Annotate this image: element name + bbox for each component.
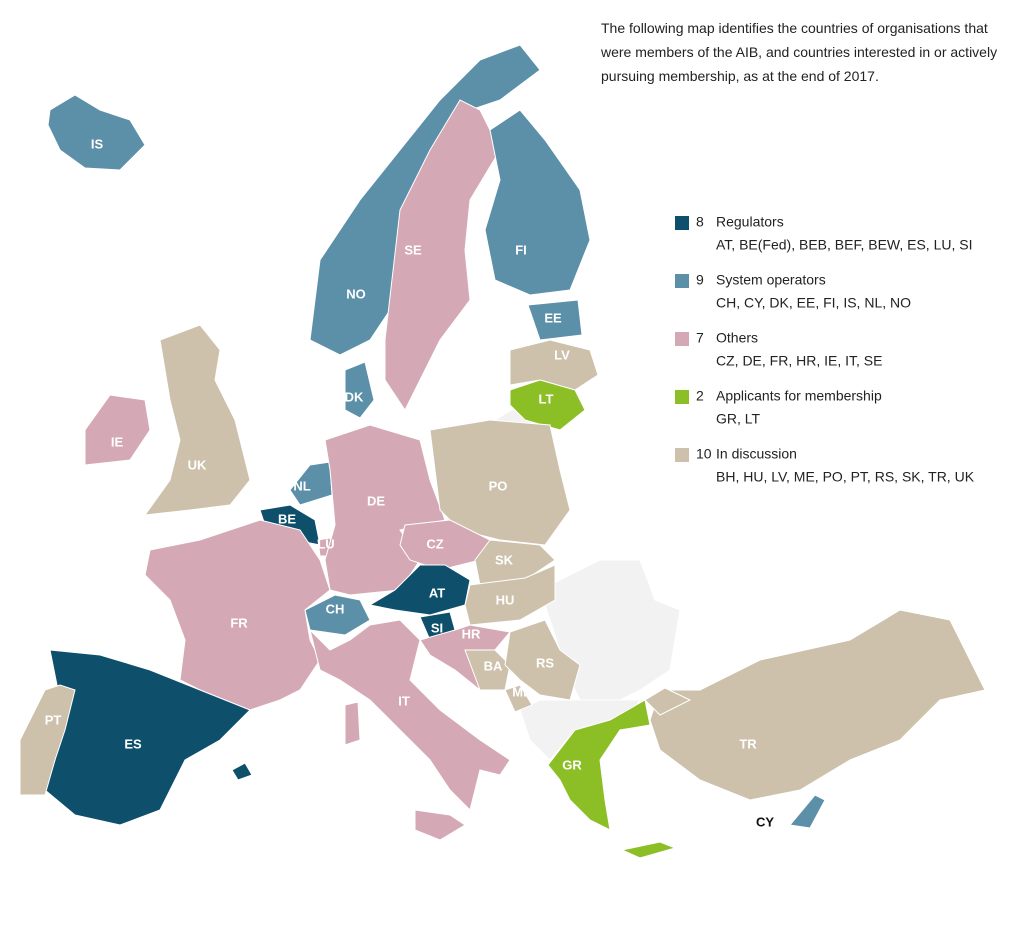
country-label: HU: [496, 592, 515, 607]
legend-count: 10: [696, 446, 712, 462]
country-shape: [504, 684, 533, 713]
country-shape: [344, 361, 375, 419]
country-shape: [620, 841, 677, 859]
country-label: DE: [367, 493, 385, 508]
country-label: EE: [544, 310, 562, 325]
country-shape: [368, 564, 471, 616]
legend-swatch: [675, 216, 689, 230]
country-shape: [144, 519, 331, 711]
country-label: IE: [111, 434, 124, 449]
legend-label: Applicants for membership: [716, 388, 882, 404]
country-label: NL: [293, 478, 310, 493]
country-shape: [789, 794, 826, 829]
country-label: RS: [536, 655, 554, 670]
country-label: BA: [484, 658, 503, 673]
country-label: LV: [554, 347, 570, 362]
country-label: SI: [431, 620, 443, 635]
country-shape: [509, 379, 586, 431]
legend-members: CZ, DE, FR, HR, IE, IT, SE: [716, 353, 882, 369]
description: The following map identifies the countri…: [601, 20, 998, 84]
legend-members: GR, LT: [716, 411, 761, 427]
country-shape: [231, 762, 253, 781]
country-shape: [309, 44, 541, 356]
country-label: LT: [539, 391, 554, 406]
country-label: PT: [45, 712, 62, 727]
country-label: NO: [346, 286, 366, 301]
country-label: UK: [188, 457, 207, 472]
country-label: AT: [429, 585, 445, 600]
country-shape: [399, 519, 491, 571]
legend: 8 Regulators AT, BE(Fed), BEB, BEF, BEW, E…: [675, 214, 975, 485]
country-shape: [464, 649, 511, 691]
countries: [19, 44, 986, 859]
country-label: GR: [562, 757, 582, 772]
legend-label: System operators: [716, 272, 826, 288]
legend-members: CH, CY, DK, EE, FI, IS, NL, NO: [716, 295, 911, 311]
country-shape: [19, 684, 76, 796]
country-label: SE: [404, 242, 422, 257]
country-shape: [644, 687, 692, 716]
legend-swatch: [675, 332, 689, 346]
legend-members: AT, BE(Fed), BEB, BEF, BEW, ES, LU, SI: [716, 237, 972, 253]
legend-count: 9: [696, 272, 704, 288]
country-label: IT: [398, 693, 410, 708]
country-label: CH: [326, 601, 345, 616]
country-label: CZ: [426, 536, 443, 551]
country-shape: [309, 619, 511, 811]
country-label: ES: [124, 736, 142, 751]
country-shape: [143, 324, 251, 516]
country-label: FR: [230, 615, 248, 630]
country-label: LU: [317, 536, 334, 551]
country-label: IS: [91, 136, 104, 151]
country-label: PO: [489, 478, 508, 493]
country-shape: [509, 339, 599, 391]
country-shape: [344, 701, 361, 746]
country-shape: [484, 109, 591, 296]
country-shape: [504, 619, 581, 701]
country-label: CY: [756, 814, 774, 829]
legend-label: Others: [716, 330, 758, 346]
legend-swatch: [675, 390, 689, 404]
country-shape: [384, 99, 501, 411]
country-label: HR: [462, 626, 481, 641]
legend-label: In discussion: [716, 446, 797, 462]
country-shape: [649, 609, 986, 801]
legend-swatch: [675, 448, 689, 462]
country-shape: [464, 564, 556, 626]
country-shape: [47, 94, 146, 171]
legend-count: 7: [696, 330, 704, 346]
country-label: DK: [345, 389, 364, 404]
country-shape: [547, 699, 651, 831]
country-label: BE: [278, 511, 296, 526]
legend-swatch: [675, 274, 689, 288]
country-shape: [84, 394, 151, 466]
legend-members: BH, HU, LV, ME, PO, PT, RS, SK, TR, UK: [716, 469, 975, 485]
country-shape: [414, 809, 466, 841]
legend-count: 2: [696, 388, 704, 404]
legend-label: Regulators: [716, 214, 784, 230]
country-shape: [527, 299, 583, 341]
legend-count: 8: [696, 214, 704, 230]
country-label: TR: [739, 736, 757, 751]
country-labels: IS NO SE FI EE LV LT DK UK IE NL BE LU D…: [45, 136, 775, 829]
country-label: SK: [495, 552, 514, 567]
country-label: FI: [515, 242, 527, 257]
country-label: ME: [512, 684, 532, 699]
